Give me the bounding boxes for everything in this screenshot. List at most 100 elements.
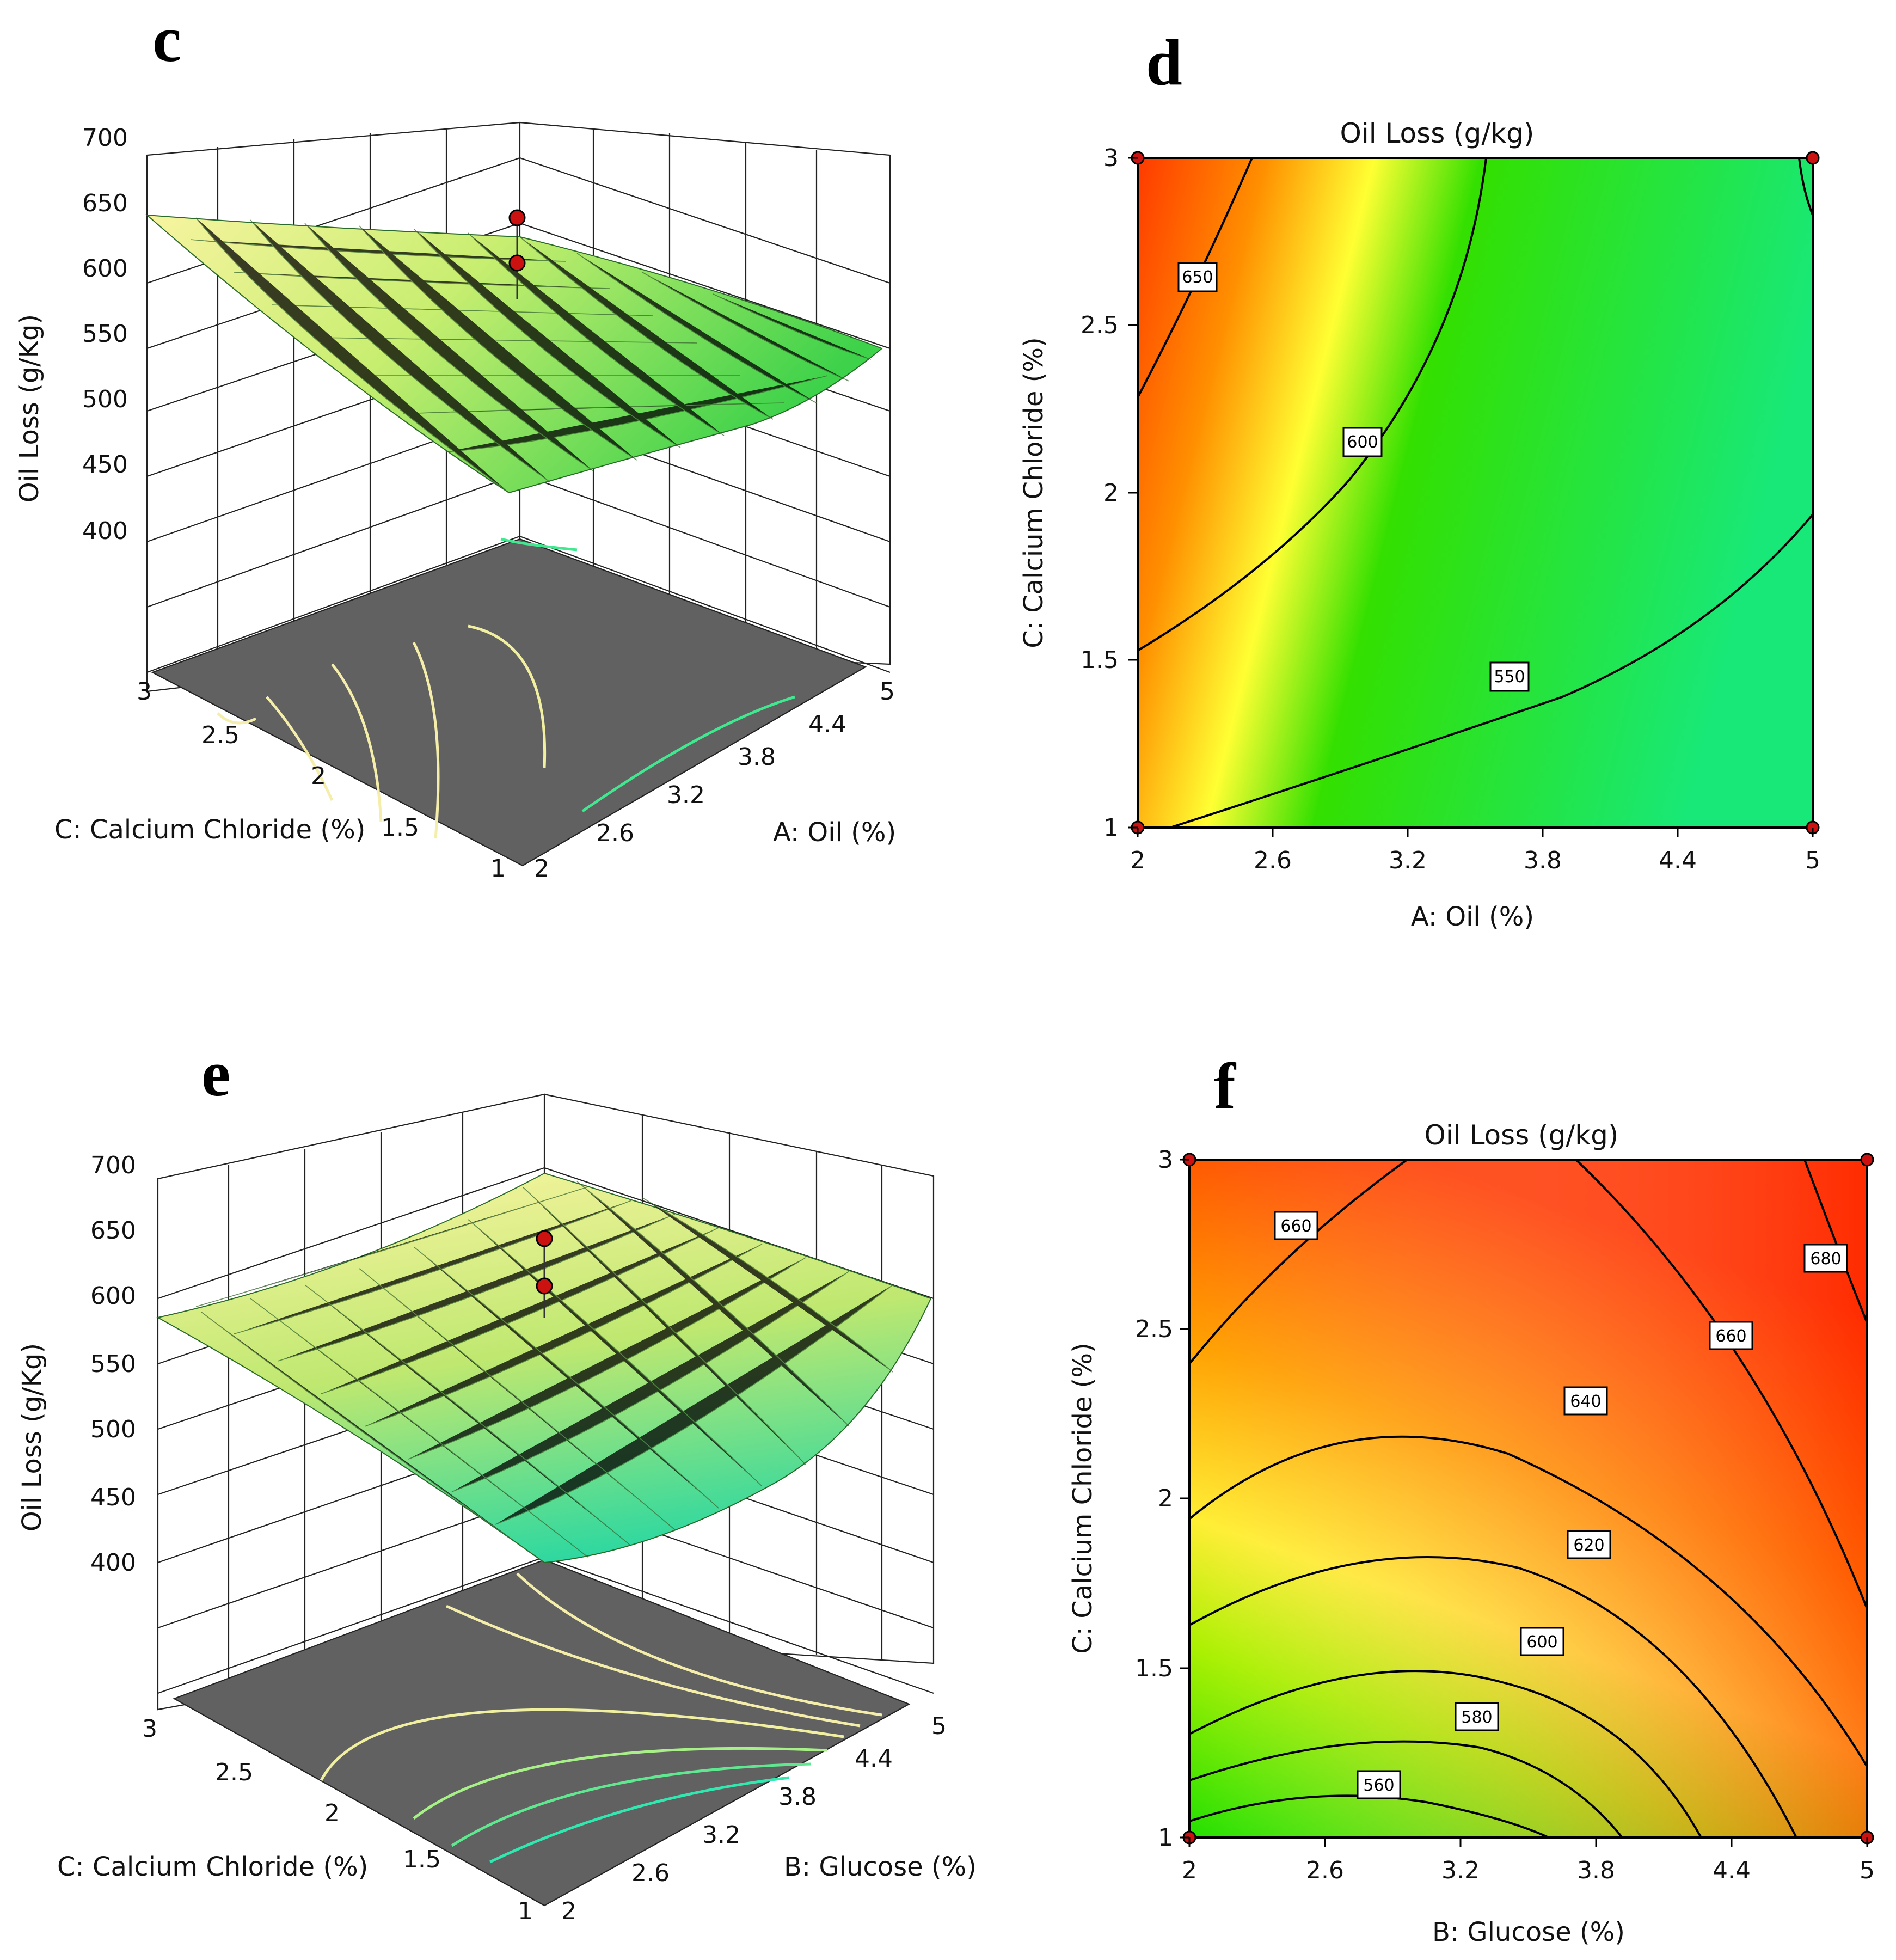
z-tick-label: 450 [82,451,128,479]
x-tick-label: 2.6 [1254,847,1292,874]
panel-f-y-label: C: Calcium Chloride (%) [1067,1343,1098,1653]
panel-c-left-axis-label: C: Calcium Chloride (%) [54,814,365,845]
panel-e-floor-contours [320,1572,882,1864]
contour-label: 680 [1810,1250,1841,1269]
left-tick-label: 1.5 [381,814,419,842]
x-tick-label: 5 [1860,1857,1875,1884]
left-tick-label: 2.5 [215,1759,253,1786]
panel-f-ticks [1180,1159,1868,1847]
contour-label: 640 [1570,1392,1601,1411]
design-point [1860,1153,1874,1167]
contour-label: 600 [1347,433,1378,452]
x-tick-label: 4.4 [1659,847,1697,874]
y-tick-label: 2 [1103,479,1119,507]
panel-e-left-ticks: 3 2.5 2 1.5 1 [142,1715,533,1925]
y-tick-label: 1 [1103,814,1119,842]
right-tick-label: 3.8 [738,743,776,771]
z-tick-label: 500 [82,385,128,413]
panel-c-surface-mesh [190,217,872,493]
panel-d-x-ticks: 2 2.6 3.2 3.8 4.4 5 [1130,847,1820,874]
design-point [508,254,526,272]
z-tick-label: 600 [82,255,128,283]
y-tick-label: 2.5 [1081,311,1119,339]
x-tick-label: 5 [1805,847,1820,874]
left-tick-label: 1.5 [403,1846,441,1873]
contour-label: 660 [1280,1217,1311,1236]
x-tick-label: 3.2 [1389,847,1427,874]
design-point [536,1277,553,1295]
panel-c-floor [151,538,867,867]
panel-f-contour-labels: 660 680 660 640 620 600 580 560 [1274,1211,1848,1799]
contour-label: 560 [1363,1776,1394,1795]
contour-label: 600 [1526,1633,1557,1652]
contour-label: 650 [1182,268,1213,287]
panel-d-ticks [1128,157,1814,837]
panel-f: f Oil Loss (g/kg) 660 680 660 640 620 [1067,1050,1875,1947]
panel-c: c [14,3,896,883]
z-tick-label: 650 [82,189,128,217]
panel-letter-e: e [201,1037,230,1110]
left-tick-label: 2.5 [201,721,240,749]
panel-d-y-ticks: 1 1.5 2 2.5 3 [1081,144,1119,842]
panel-letter-f: f [1214,1050,1237,1122]
panel-f-y-ticks: 1 1.5 2 2.5 3 [1135,1146,1173,1852]
x-tick-label: 2.6 [1306,1857,1344,1884]
panel-d-plot-area [1138,158,1813,828]
x-tick-label: 3.8 [1524,847,1562,874]
panel-e-left-axis-label: C: Calcium Chloride (%) [57,1852,368,1882]
right-tick-label: 2 [561,1897,576,1925]
x-tick-label: 2 [1182,1857,1197,1884]
panel-f-title: Oil Loss (g/kg) [1425,1119,1619,1151]
z-tick-label: 550 [82,320,128,348]
right-tick-label: 3.8 [778,1783,817,1811]
panel-c-design-points [508,209,526,299]
panel-letter-c: c [152,3,181,75]
panel-c-left-ticks: 3 2.5 2 1.5 1 [137,678,506,883]
design-point [536,1230,553,1247]
panel-e-z-label: Oil Loss (g/Kg) [17,1343,47,1532]
contour-label: 620 [1573,1536,1604,1555]
right-tick-label: 2.6 [631,1859,670,1887]
design-point [508,209,526,226]
right-tick-label: 5 [931,1712,947,1740]
y-tick-label: 2.5 [1135,1315,1173,1343]
y-tick-label: 3 [1158,1146,1173,1174]
x-tick-label: 2 [1130,847,1145,874]
panel-c-floor-contours [217,537,795,839]
x-tick-label: 4.4 [1713,1857,1751,1884]
panel-e-surface [156,1172,932,1564]
x-tick-label: 3.8 [1577,1857,1615,1884]
panel-e-z-ticks: 700 650 600 550 500 450 400 [90,1152,136,1577]
y-tick-label: 1.5 [1135,1655,1173,1682]
panel-e-right-axis-label: B: Glucose (%) [784,1852,977,1882]
panel-f-x-label: B: Glucose (%) [1432,1917,1625,1947]
design-point [1806,151,1820,165]
panel-f-x-ticks: 2 2.6 3.2 3.8 4.4 5 [1182,1857,1875,1884]
panel-e-floor [173,1559,911,1907]
right-tick-label: 3.2 [702,1821,740,1849]
panel-e: e [17,1037,977,1925]
contour-label: 580 [1461,1708,1492,1727]
panel-e-right-ticks: 2 2.6 3.2 3.8 4.4 5 [561,1712,947,1925]
contour-label: 660 [1715,1327,1746,1346]
x-tick-label: 3.2 [1441,1857,1480,1884]
left-tick-label: 3 [137,678,152,706]
y-tick-label: 1 [1158,1824,1173,1852]
left-tick-label: 1 [518,1897,533,1925]
z-tick-label: 400 [90,1549,136,1577]
right-tick-label: 3.2 [667,781,705,809]
z-tick-label: 700 [82,124,128,152]
z-tick-label: 700 [90,1152,136,1179]
left-tick-label: 2 [311,762,326,790]
panel-f-plot-shade [1189,1160,1867,1837]
panel-d: d Oil Loss (g/kg) 650 600 550 [1018,26,1820,932]
contour-label: 550 [1494,667,1525,687]
right-tick-label: 2.6 [596,819,634,847]
panel-d-contour-labels: 650 600 550 [1177,262,1530,692]
panel-f-contours [1188,1159,1868,1839]
left-tick-label: 2 [324,1799,340,1827]
y-tick-label: 2 [1158,1485,1173,1512]
right-tick-label: 4.4 [808,710,846,738]
panel-d-y-label: C: Calcium Chloride (%) [1018,337,1049,648]
